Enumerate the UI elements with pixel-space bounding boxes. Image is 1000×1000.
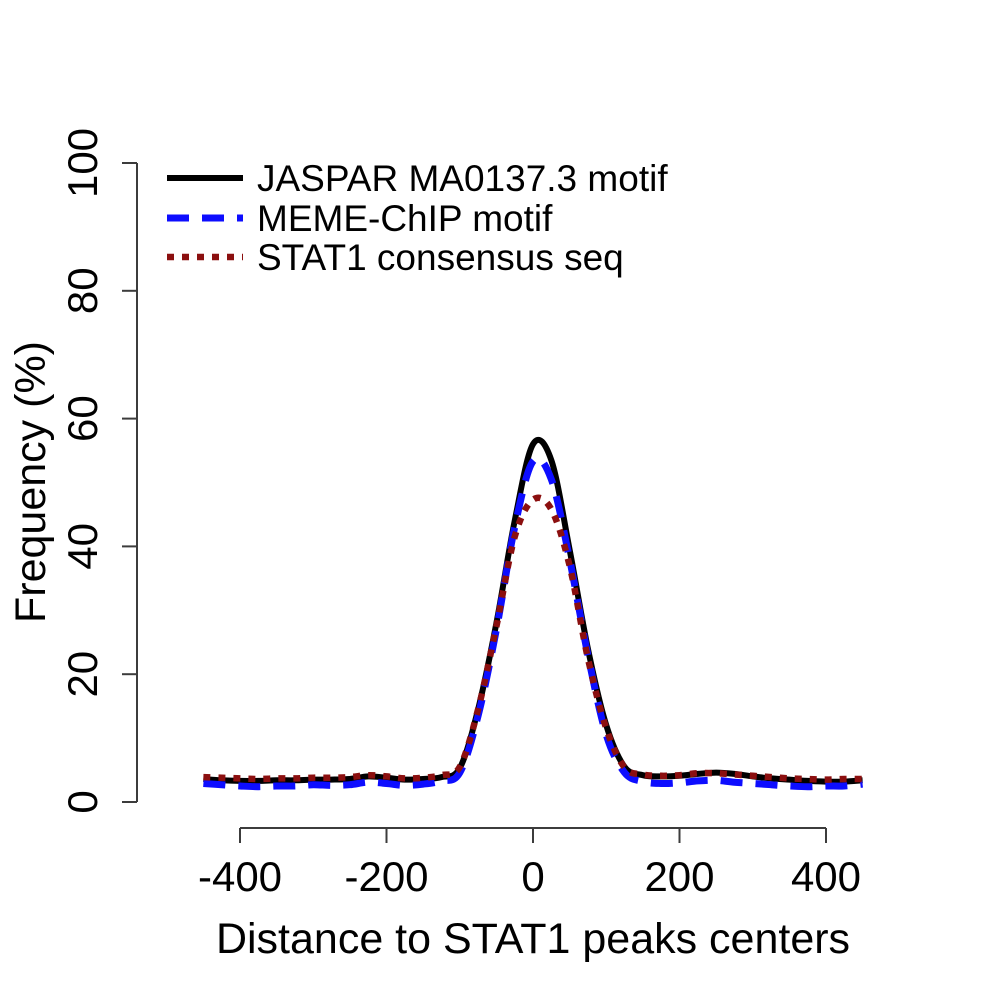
series-line-stat1-consensus-seq <box>203 494 863 783</box>
series-line-jaspar-ma0137-3-motif <box>203 436 863 785</box>
legend-label: JASPAR MA0137.3 motif <box>257 158 668 199</box>
y-tick-label: 100 <box>59 128 106 198</box>
y-tick-label: 40 <box>59 523 106 570</box>
y-tick-label: 60 <box>59 395 106 442</box>
series-line-meme-chip-motif <box>203 455 863 791</box>
x-tick-label: 400 <box>791 853 861 900</box>
y-tick-label: 0 <box>59 790 106 813</box>
x-axis-title: Distance to STAT1 peaks centers <box>216 915 850 963</box>
x-tick-label: 0 <box>521 853 544 900</box>
x-tick-label: -400 <box>198 853 282 900</box>
x-tick-label: -200 <box>344 853 428 900</box>
x-tick-label: 200 <box>644 853 714 900</box>
legend-label: MEME-ChIP motif <box>257 198 553 239</box>
series-layer <box>203 436 863 791</box>
legend-label: STAT1 consensus seq <box>257 237 624 278</box>
legend-item: STAT1 consensus seq <box>167 237 624 278</box>
axes-layer: -400 -200 0 200 400 0 20 40 60 80 100 <box>59 128 861 900</box>
legend-item: JASPAR MA0137.3 motif <box>167 158 668 199</box>
y-tick-label: 80 <box>59 267 106 314</box>
legend-item: MEME-ChIP motif <box>167 198 553 239</box>
y-tick-label: 20 <box>59 651 106 698</box>
y-axis-title: Frequency (%) <box>7 341 55 623</box>
